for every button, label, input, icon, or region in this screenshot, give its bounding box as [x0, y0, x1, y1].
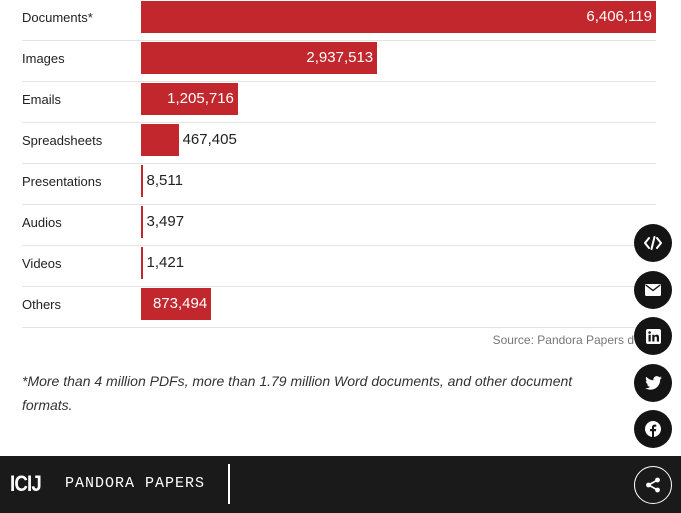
- bar: [141, 247, 143, 279]
- bar: [141, 288, 212, 320]
- footer-share-button[interactable]: [634, 466, 672, 504]
- site-footer: ICIJ PANDORA PAPERS: [0, 456, 681, 513]
- twitter-icon: [644, 375, 662, 390]
- envelope-icon: [645, 283, 661, 296]
- bar-chart: Documents* 6,406,119 Images 2,937,513 Emails…: [22, 0, 656, 328]
- value-label: 467,405: [182, 131, 237, 148]
- category-label: Audios: [22, 215, 62, 230]
- category-label: Emails: [22, 92, 62, 107]
- share-icon: [646, 477, 660, 493]
- bar-row: Spreadsheets 467,405: [22, 123, 656, 164]
- bar: [141, 42, 378, 74]
- embed-button[interactable]: [634, 224, 672, 262]
- linkedin-share-button[interactable]: [634, 317, 672, 355]
- chart-source: Source: Pandora Papers d: [492, 333, 634, 347]
- bar-row: Documents* 6,406,119: [22, 0, 656, 41]
- bar: [141, 83, 238, 115]
- twitter-share-button[interactable]: [634, 363, 672, 402]
- share-rail: [634, 224, 672, 457]
- category-label: Videos: [22, 256, 62, 271]
- value-label: 873,494: [152, 295, 208, 312]
- footer-divider: [228, 464, 230, 504]
- value-label: 2,937,513: [306, 49, 374, 66]
- bar-row: Images 2,937,513: [22, 41, 656, 82]
- bar-row: Audios 3,497: [22, 205, 656, 246]
- bar: [141, 165, 143, 197]
- category-label: Spreadsheets: [22, 133, 103, 148]
- bar-row: Videos 1,421: [22, 246, 656, 287]
- bar-row: Emails 1,205,716: [22, 82, 656, 123]
- bar: [141, 124, 179, 156]
- category-label: Others: [22, 297, 62, 312]
- facebook-share-button[interactable]: [634, 410, 672, 448]
- category-label: Documents*: [22, 10, 93, 25]
- code-embed-icon: [644, 236, 662, 250]
- value-label: 8,511: [146, 172, 183, 189]
- facebook-icon: [645, 421, 661, 437]
- bar-row: Others 873,494: [22, 287, 656, 328]
- email-share-button[interactable]: [634, 270, 672, 309]
- icij-logo[interactable]: ICIJ: [10, 471, 42, 496]
- product-title[interactable]: PANDORA PAPERS: [65, 475, 206, 492]
- category-label: Presentations: [22, 174, 102, 189]
- value-label: 1,421: [146, 254, 185, 271]
- linkedin-icon: [645, 328, 661, 344]
- bar-row: Presentations 8,511: [22, 164, 656, 205]
- bar: [141, 1, 656, 33]
- value-label: 3,497: [146, 213, 185, 230]
- value-label: 6,406,119: [586, 8, 652, 25]
- category-label: Images: [22, 51, 65, 66]
- value-label: 1,205,716: [167, 90, 234, 107]
- bar: [141, 206, 143, 238]
- chart-footnote: *More than 4 million PDFs, more than 1.7…: [22, 373, 573, 413]
